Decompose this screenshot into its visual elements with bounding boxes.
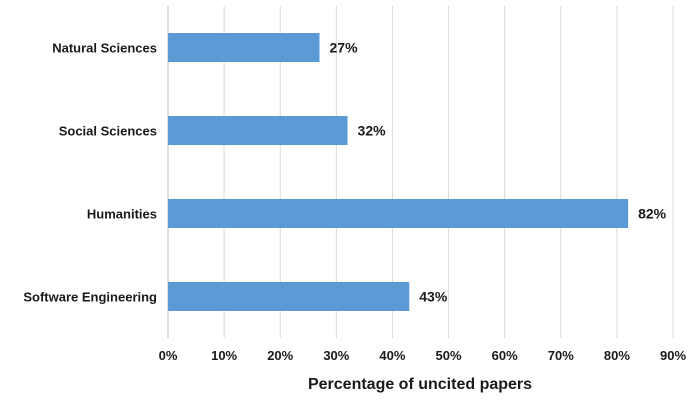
x-tick-label: 20% <box>267 348 293 363</box>
category-label: Social Sciences <box>59 124 157 139</box>
data-label: 32% <box>358 123 387 139</box>
x-tick-label: 70% <box>548 348 574 363</box>
x-tick-label: 90% <box>660 348 686 363</box>
bar <box>168 116 348 145</box>
data-label: 27% <box>330 40 359 56</box>
x-tick-label: 60% <box>492 348 518 363</box>
data-label: 82% <box>638 206 667 222</box>
data-labels: 27% 32% 82% 43% <box>330 40 667 305</box>
bar <box>168 282 410 311</box>
x-tick-label: 0% <box>159 348 178 363</box>
bar <box>168 33 320 62</box>
x-tick-labels: 0% 10% 20% 30% 40% 50% 60% 70% 80% 90% <box>159 348 687 363</box>
category-labels: Natural Sciences Social Sciences Humanitie… <box>23 41 157 305</box>
x-tick-label: 50% <box>436 348 462 363</box>
category-label: Humanities <box>87 207 157 222</box>
x-tick-label: 10% <box>211 348 237 363</box>
x-axis-title: Percentage of uncited papers <box>308 376 532 393</box>
x-tick-label: 40% <box>379 348 405 363</box>
data-label: 43% <box>419 289 448 305</box>
bars <box>168 33 629 311</box>
x-tick-label: 30% <box>323 348 349 363</box>
bar <box>168 199 629 228</box>
x-tick-label: 80% <box>604 348 630 363</box>
category-label: Natural Sciences <box>52 41 157 56</box>
category-label: Software Engineering <box>23 290 157 305</box>
